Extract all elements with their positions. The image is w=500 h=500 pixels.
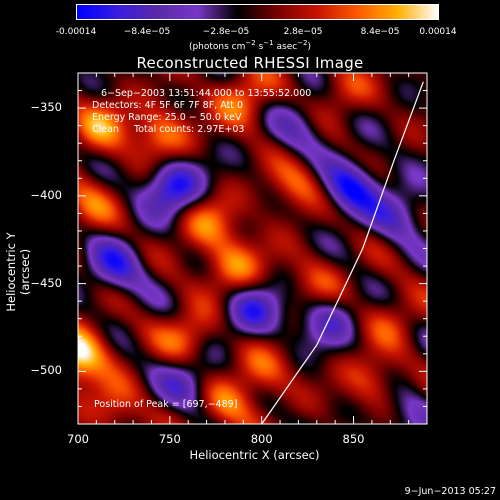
x-axis-label: Heliocentric X (arcsec) xyxy=(189,448,320,462)
energy-range-label: Energy Range: 25.0 − 50.0 keV xyxy=(92,112,242,123)
x-tick-label: 800 xyxy=(250,432,273,446)
y-tick-label: −400 xyxy=(30,187,62,202)
y-tick-label: −450 xyxy=(30,275,62,290)
y-axis-label: Heliocentric Y (arcsec) xyxy=(4,232,32,312)
peak-position-label: Position of Peak = [697,−489] xyxy=(94,399,238,410)
y-tick-label: −500 xyxy=(30,363,62,378)
time-range-label: 6−Sep−2003 13:51:44.000 to 13:55:52.000 xyxy=(101,88,312,99)
axis-tick-marks xyxy=(77,72,428,425)
clean-counts-label: Clean Total counts: 2.97E+03 xyxy=(92,124,245,135)
x-tick-label: 700 xyxy=(67,432,89,446)
x-tick-label: 850 xyxy=(342,432,365,446)
solar-limb-line xyxy=(261,81,424,425)
chart-title: Reconstructed RHESSI Image xyxy=(136,54,364,72)
colorbar-label: (photons cm−2 s−1 asec−2) xyxy=(188,39,312,52)
x-tick-label: 750 xyxy=(158,432,181,446)
footer-date: 9−Jun−2013 05:27 xyxy=(404,486,496,497)
colorbar-tick-label: -0.00014 xyxy=(55,27,97,37)
colorbar-tick-label: −8.4e−05 xyxy=(123,27,171,37)
colorbar-tick-label: 8.4e−05 xyxy=(360,27,400,37)
colorbar-tick-label: −2.8e−05 xyxy=(202,27,250,37)
colorbar-tick-label: 0.00014 xyxy=(419,27,457,37)
y-tick-label: −350 xyxy=(30,100,62,115)
colorbar-tick-label: 2.8e−05 xyxy=(283,27,323,37)
colorbar xyxy=(76,4,439,20)
detectors-label: Detectors: 4F 5F 6F 7F 8F, Att 0 xyxy=(92,100,244,111)
